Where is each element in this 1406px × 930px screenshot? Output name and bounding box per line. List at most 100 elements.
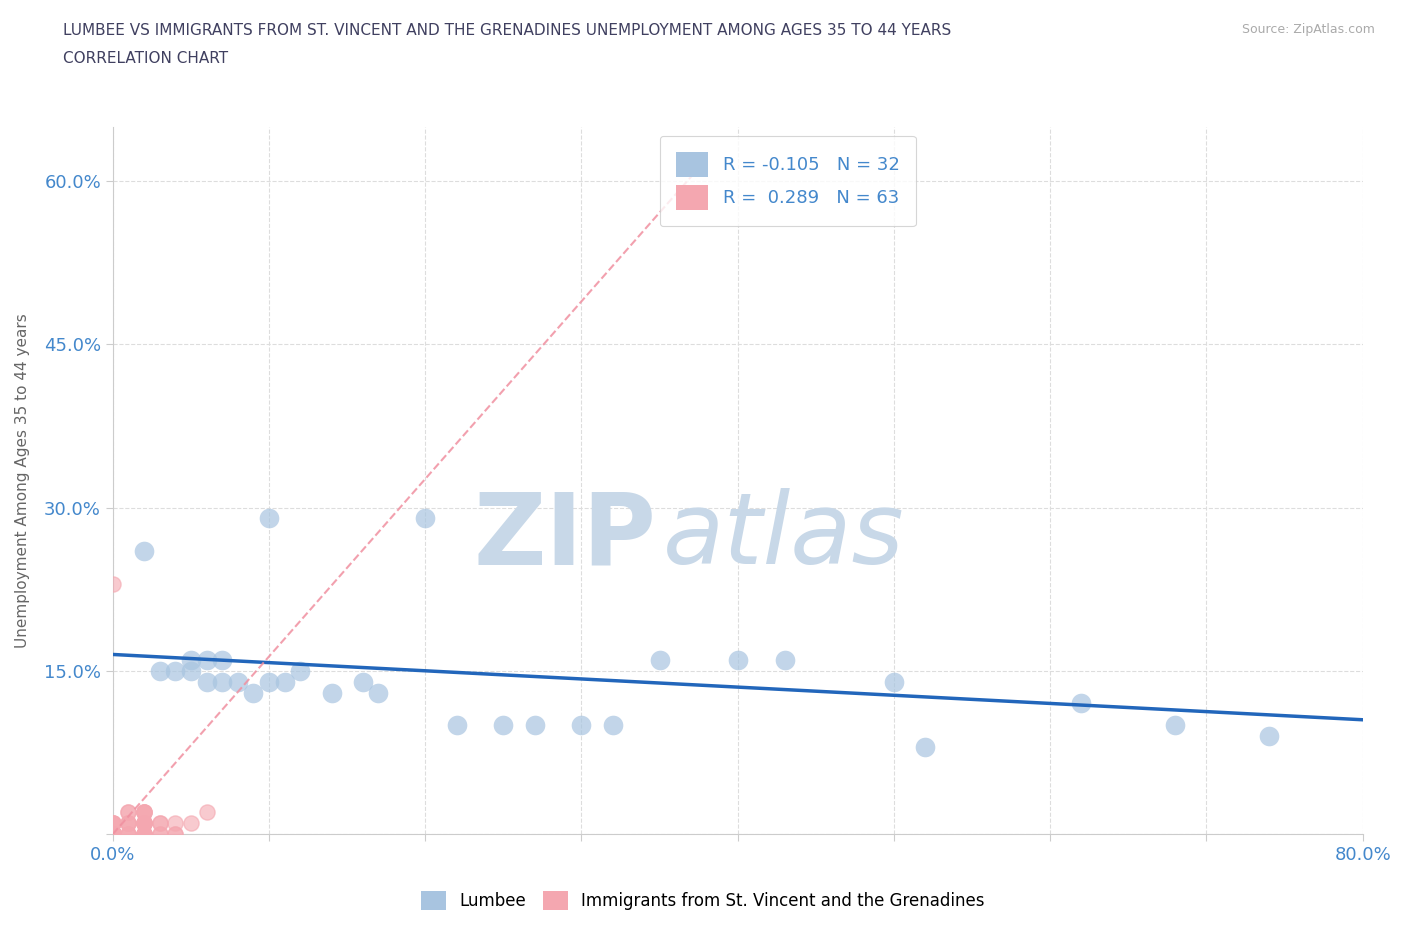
Legend: Lumbee, Immigrants from St. Vincent and the Grenadines: Lumbee, Immigrants from St. Vincent and … [415,884,991,917]
Text: LUMBEE VS IMMIGRANTS FROM ST. VINCENT AND THE GRENADINES UNEMPLOYMENT AMONG AGES: LUMBEE VS IMMIGRANTS FROM ST. VINCENT AN… [63,23,952,38]
Point [101,827,124,842]
Point [290,663,312,678]
Point [117,816,139,830]
Point [226,674,249,689]
Point [242,685,264,700]
Point [101,827,124,842]
Point [132,816,155,830]
Point [1164,718,1187,733]
Point [1257,728,1279,743]
Point [101,827,124,842]
Point [195,804,218,819]
Point [117,827,139,842]
Point [165,816,187,830]
Point [132,827,155,842]
Point [132,827,155,842]
Point [132,827,155,842]
Point [117,804,139,819]
Point [101,827,124,842]
Point [117,827,139,842]
Point [117,827,139,842]
Text: Source: ZipAtlas.com: Source: ZipAtlas.com [1241,23,1375,36]
Point [165,827,187,842]
Point [132,544,155,559]
Point [101,827,124,842]
Point [101,827,124,842]
Point [132,827,155,842]
Point [132,816,155,830]
Point [101,827,124,842]
Point [149,827,172,842]
Point [101,827,124,842]
Point [101,827,124,842]
Point [117,816,139,830]
Point [602,718,624,733]
Point [101,827,124,842]
Point [180,653,202,668]
Point [117,816,139,830]
Point [101,827,124,842]
Point [352,674,374,689]
Point [101,816,124,830]
Point [101,816,124,830]
Point [101,827,124,842]
Point [149,827,172,842]
Point [165,663,187,678]
Point [101,577,124,591]
Point [101,827,124,842]
Point [180,663,202,678]
Point [101,816,124,830]
Point [149,816,172,830]
Point [132,804,155,819]
Point [132,804,155,819]
Point [101,827,124,842]
Point [257,674,280,689]
Point [101,827,124,842]
Point [101,827,124,842]
Point [883,674,905,689]
Point [101,827,124,842]
Point [195,653,218,668]
Point [132,816,155,830]
Text: atlas: atlas [662,488,904,585]
Point [132,804,155,819]
Point [117,804,139,819]
Point [492,718,515,733]
Point [914,739,936,754]
Point [101,827,124,842]
Point [149,663,172,678]
Point [101,816,124,830]
Point [101,827,124,842]
Point [132,827,155,842]
Text: ZIP: ZIP [474,488,657,585]
Point [101,827,124,842]
Legend: R = -0.105   N = 32, R =  0.289   N = 63: R = -0.105 N = 32, R = 0.289 N = 63 [659,136,915,226]
Point [1070,696,1092,711]
Point [321,685,343,700]
Point [195,674,218,689]
Point [571,718,593,733]
Point [773,653,796,668]
Point [101,827,124,842]
Point [257,511,280,525]
Point [523,718,546,733]
Point [648,653,671,668]
Point [101,827,124,842]
Point [101,827,124,842]
Point [727,653,749,668]
Point [413,511,436,525]
Point [101,827,124,842]
Text: CORRELATION CHART: CORRELATION CHART [63,51,228,66]
Point [211,653,233,668]
Point [273,674,295,689]
Point [132,816,155,830]
Point [132,804,155,819]
Point [101,827,124,842]
Point [446,718,468,733]
Point [165,827,187,842]
Point [149,816,172,830]
Point [101,827,124,842]
Y-axis label: Unemployment Among Ages 35 to 44 years: Unemployment Among Ages 35 to 44 years [15,313,30,647]
Point [211,674,233,689]
Point [180,816,202,830]
